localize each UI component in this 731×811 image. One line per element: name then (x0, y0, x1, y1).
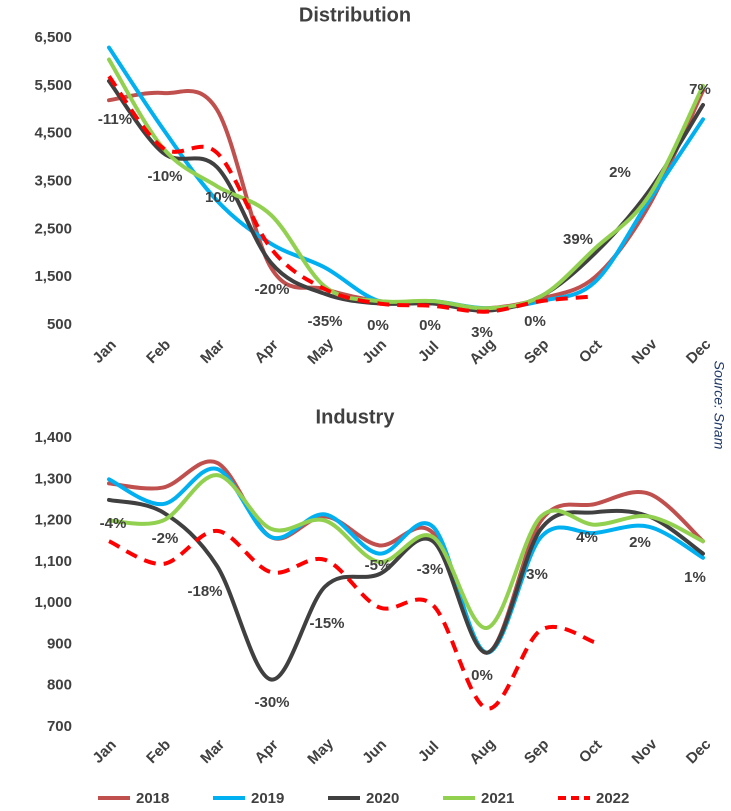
x-tick-label: Mar (197, 336, 228, 367)
y-tick-label: 1,400 (34, 429, 72, 446)
chart-title: Industry (316, 406, 396, 428)
change-label: -10% (147, 168, 182, 185)
x-tick-label: Jan (89, 336, 119, 366)
y-tick-label: 1,500 (34, 268, 72, 285)
x-tick-label: Jan (89, 736, 119, 766)
y-tick-label: 1,100 (34, 553, 72, 570)
change-label: -15% (309, 615, 344, 632)
change-label: -3% (417, 561, 444, 578)
x-tick-label: Sep (521, 736, 552, 767)
x-tick-label: Oct (576, 337, 606, 367)
legend-label: 2019 (251, 790, 284, 807)
legend-label: 2021 (481, 790, 514, 807)
x-tick-label: Jun (359, 336, 390, 367)
x-tick-label: Mar (197, 736, 228, 767)
change-label: -35% (307, 313, 342, 330)
y-tick-label: 6,500 (34, 29, 72, 46)
line-series (107, 79, 705, 313)
change-label: 10% (205, 189, 235, 206)
change-label: 39% (563, 231, 593, 248)
y-tick-label: 2,500 (34, 220, 72, 237)
change-label: 0% (419, 317, 441, 334)
line-series (107, 466, 705, 655)
change-label: -4% (100, 515, 127, 532)
y-tick-label: 5,500 (34, 77, 72, 94)
change-label: 1% (684, 569, 706, 586)
change-label: -18% (187, 583, 222, 600)
x-tick-label: May (304, 735, 337, 768)
x-tick-label: Apr (251, 336, 281, 366)
x-tick-label: Nov (629, 735, 662, 768)
y-tick-label: 700 (47, 718, 72, 735)
x-tick-label: Jun (359, 736, 390, 767)
line-series (107, 75, 596, 314)
change-label: -11% (98, 111, 132, 128)
chart-title: Distribution (299, 4, 411, 26)
line-series (108, 528, 596, 711)
x-tick-label: Aug (466, 735, 499, 768)
x-tick-label: Sep (521, 336, 552, 367)
y-tick-label: 1,200 (34, 512, 72, 529)
x-tick-label: Apr (251, 736, 281, 766)
line-series (107, 497, 705, 682)
x-tick-label: Feb (143, 736, 174, 767)
line-series (107, 459, 705, 655)
change-label: 3% (471, 324, 493, 341)
y-tick-label: 900 (47, 635, 72, 652)
x-tick-label: Dec (683, 736, 714, 767)
change-label: 2% (609, 164, 631, 181)
legend-label: 2018 (136, 790, 169, 807)
change-label: 0% (524, 313, 546, 330)
change-label: 4% (576, 529, 598, 546)
change-label: 7% (689, 81, 711, 98)
change-label: 2% (629, 534, 651, 551)
change-label: -5% (365, 557, 392, 574)
line-series (107, 88, 705, 311)
x-tick-label: Jul (415, 338, 442, 365)
x-tick-label: Nov (629, 335, 662, 368)
change-label: 0% (471, 667, 493, 684)
x-tick-label: Dec (683, 336, 714, 367)
change-label: -30% (254, 694, 289, 711)
line-series (107, 473, 705, 630)
y-tick-label: 500 (47, 316, 72, 333)
x-tick-label: Feb (143, 336, 174, 367)
y-tick-label: 3,500 (34, 172, 72, 189)
x-tick-label: May (304, 335, 337, 368)
change-label: -2% (152, 530, 179, 547)
y-tick-label: 800 (47, 677, 72, 694)
y-tick-label: 4,500 (34, 125, 72, 142)
legend-label: 2022 (596, 790, 629, 807)
legend-label: 2020 (366, 790, 399, 807)
line-series (107, 57, 705, 311)
change-label: -20% (254, 281, 289, 298)
y-tick-label: 1,300 (34, 470, 72, 487)
source: Source: Snam (711, 361, 727, 450)
y-tick-label: 1,000 (34, 594, 72, 611)
change-label: 3% (526, 566, 548, 583)
x-tick-label: Jul (415, 738, 442, 765)
x-tick-label: Oct (576, 737, 606, 767)
change-label: 0% (367, 317, 389, 334)
